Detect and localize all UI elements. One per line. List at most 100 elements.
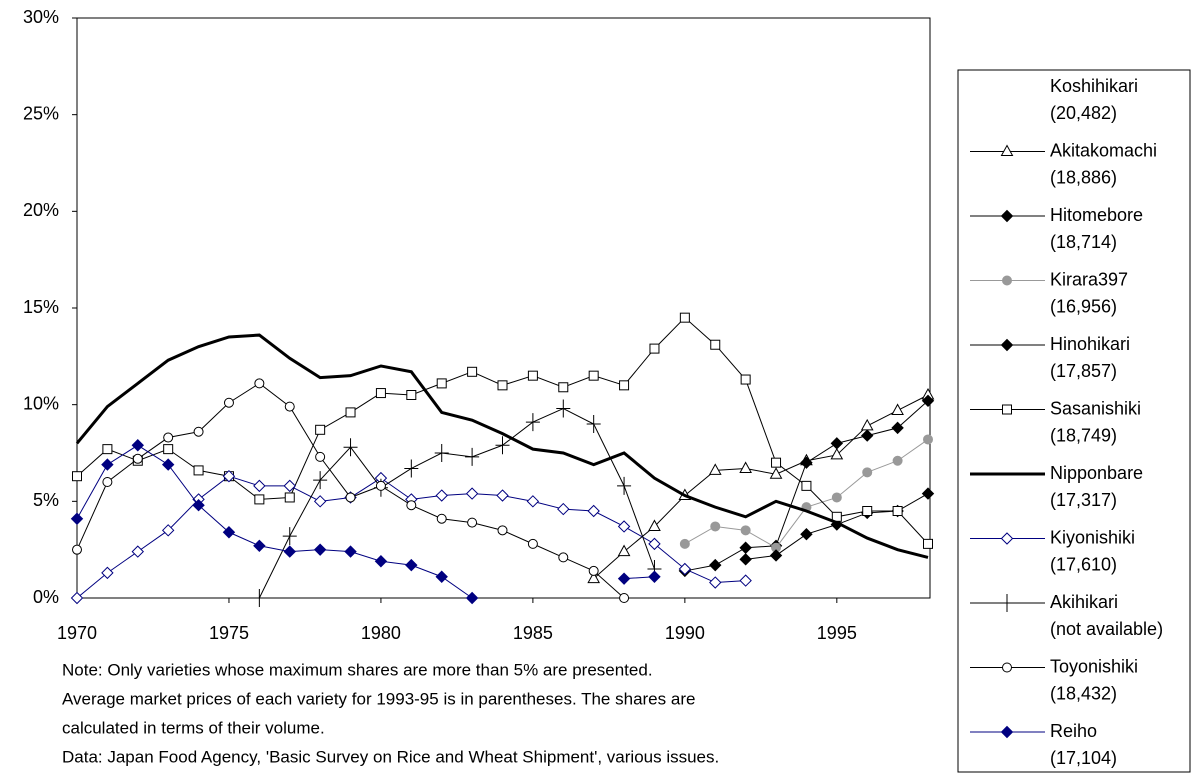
legend-note: (17,317) [1050, 490, 1117, 510]
marker [739, 553, 752, 566]
x-tick-label: 1970 [57, 623, 97, 643]
note: Average market prices of each variety fo… [62, 689, 695, 708]
marker [404, 459, 419, 478]
marker [617, 476, 632, 495]
marker [131, 439, 144, 452]
marker [406, 390, 417, 400]
marker [70, 591, 84, 605]
marker [739, 461, 752, 473]
marker [163, 444, 174, 455]
marker [648, 570, 661, 583]
marker [617, 544, 631, 557]
note: Data: Japan Food Agency, 'Basic Survey o… [62, 747, 719, 766]
marker [527, 370, 538, 381]
y-tick-label: 30% [23, 7, 59, 27]
x-tick-label: 1980 [361, 623, 401, 643]
marker [254, 378, 265, 389]
marker [70, 512, 84, 525]
marker [252, 589, 267, 607]
legend-note: (17,104) [1050, 748, 1117, 768]
marker [161, 524, 175, 537]
marker [830, 437, 844, 450]
marker [163, 432, 174, 443]
marker [343, 438, 358, 457]
marker [648, 519, 661, 531]
y-tick-label: 0% [33, 587, 59, 607]
legend-label: Kirara397 [1050, 269, 1128, 289]
marker [862, 467, 873, 478]
marker [375, 480, 386, 491]
y-tick-label: 10% [23, 393, 59, 413]
marker [345, 407, 356, 418]
marker [709, 576, 722, 589]
marker [222, 469, 236, 483]
y-tick-label: 5% [33, 490, 59, 510]
marker [313, 471, 328, 490]
legend-label: Hinohikari [1050, 334, 1130, 354]
legend-note: (not available) [1050, 619, 1163, 639]
marker [710, 339, 721, 350]
legend-label: Akitakomachi [1050, 140, 1157, 160]
marker [527, 538, 538, 549]
series-line [75, 333, 929, 559]
marker [678, 562, 692, 576]
marker [921, 394, 935, 408]
marker [315, 451, 326, 462]
legend-label: Kiyonishiki [1050, 527, 1135, 547]
marker [617, 572, 631, 585]
marker [923, 434, 933, 445]
marker [860, 418, 874, 431]
marker [587, 504, 600, 518]
legend-label: Koshihikari [1050, 76, 1138, 96]
legend-marker [1000, 532, 1014, 545]
marker [102, 444, 113, 455]
marker [800, 527, 813, 541]
legend-box [957, 69, 1191, 773]
legend-note: (17,857) [1050, 361, 1117, 381]
legend-label: Hitomebore [1050, 205, 1143, 225]
marker [253, 479, 266, 493]
marker [434, 444, 449, 462]
marker [801, 480, 812, 491]
marker [374, 555, 388, 568]
marker [921, 487, 935, 500]
series-line [258, 407, 655, 599]
marker [436, 378, 447, 389]
marker [193, 426, 204, 437]
marker [586, 415, 601, 433]
marker [709, 558, 722, 572]
marker [831, 492, 842, 503]
marker [72, 544, 82, 555]
marker [72, 471, 82, 482]
marker [375, 388, 386, 399]
marker [892, 455, 903, 466]
legend-label: Toyonishiki [1050, 656, 1138, 676]
legend-label: Sasanishiki [1050, 398, 1141, 418]
marker [497, 525, 508, 536]
x-tick-label: 1975 [209, 623, 249, 643]
marker [617, 520, 631, 533]
legend-note: (18,886) [1050, 167, 1117, 187]
legend-note: (18,432) [1050, 683, 1117, 703]
marker [496, 489, 509, 502]
marker [435, 570, 448, 583]
marker [679, 538, 690, 549]
legend-marker [1000, 144, 1014, 156]
marker [830, 447, 844, 460]
marker [891, 421, 904, 435]
marker [161, 458, 175, 471]
marker [495, 436, 510, 455]
marker [587, 571, 601, 584]
legend-marker [1000, 725, 1014, 739]
marker [679, 312, 690, 323]
marker [861, 429, 874, 442]
legend-note: (17,610) [1050, 554, 1117, 574]
marker [771, 457, 782, 468]
legend-marker [1000, 594, 1014, 612]
marker [465, 487, 479, 500]
marker [740, 374, 751, 385]
marker [406, 500, 417, 511]
marker [710, 521, 721, 532]
legend-marker [1002, 404, 1012, 415]
marker [283, 479, 296, 493]
